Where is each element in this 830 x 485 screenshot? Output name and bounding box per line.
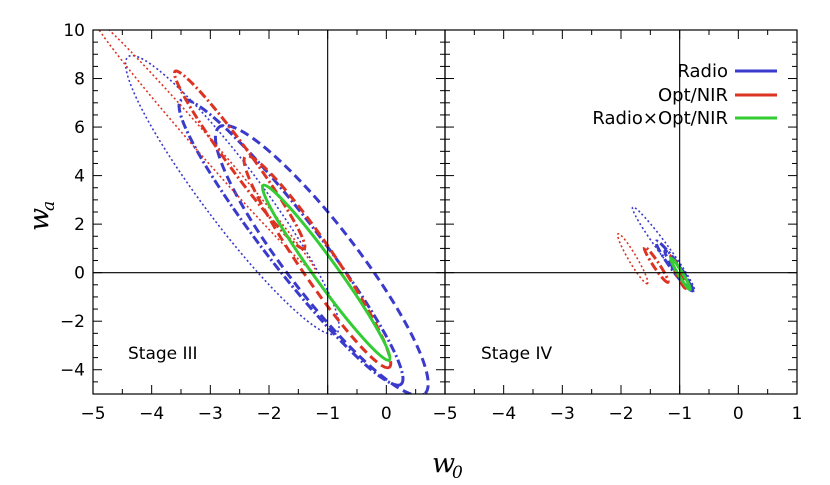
x-axis-label-subscript: 0 bbox=[452, 463, 463, 483]
panel-stage-iii: −5 −4 −3 −2 −1 0 −4 −2 0 2 4 6 8 10 Stage III bbox=[60, 21, 446, 424]
contour-stage-iii-radio-68pct bbox=[213, 123, 430, 394]
legend-label-combined: Radio×Opt/NIR bbox=[592, 108, 728, 129]
stage-iv-frame bbox=[444, 29, 798, 395]
stage-iii-fiducial-lines bbox=[93, 30, 445, 394]
contour-stage-iii-radio-opt-nir-68pct bbox=[260, 183, 392, 362]
y-tick-label: −4 bbox=[60, 361, 85, 381]
x-tick-label: 0 bbox=[381, 404, 392, 424]
stage-iv-fiducial-lines bbox=[445, 30, 797, 394]
contour-stage-iii-radio-99pct bbox=[124, 54, 340, 336]
contour-stage-iv-opt-nir-99pct bbox=[616, 232, 649, 285]
y-tick-label: 0 bbox=[74, 264, 85, 284]
x-axis-label: w bbox=[432, 448, 455, 479]
y-tick-label: 2 bbox=[74, 215, 85, 235]
x-tick-label: −5 bbox=[432, 404, 457, 424]
stage-iv-contours bbox=[616, 206, 696, 293]
contour-stage-iv-radio-99pct bbox=[631, 206, 696, 292]
x-tick-label: 0 bbox=[733, 404, 744, 424]
panel-stage-iv: −5 −4 −3 −2 −1 0 1 Stage IV bbox=[432, 29, 803, 424]
contour-stage-iii-opt-nir-95pct bbox=[172, 69, 307, 251]
x-tick-label: −4 bbox=[139, 404, 164, 424]
legend-label-radio: Radio bbox=[677, 61, 728, 82]
x-tick-label: −4 bbox=[491, 404, 516, 424]
x-tick-label: −1 bbox=[315, 404, 340, 424]
y-tick-label: −2 bbox=[60, 312, 85, 332]
stage-iv-ticks: −5 −4 −3 −2 −1 0 1 bbox=[432, 29, 803, 424]
x-tick-label: −2 bbox=[256, 404, 281, 424]
x-tick-label: −2 bbox=[608, 404, 633, 424]
contour-stage-iv-opt-nir-95pct bbox=[642, 245, 670, 284]
y-axis-label: w bbox=[24, 208, 55, 231]
x-tick-label: 1 bbox=[792, 404, 803, 424]
y-tick-label: 4 bbox=[74, 167, 85, 187]
legend-label-opt-nir: Opt/NIR bbox=[658, 85, 728, 106]
stage-iii-ticks: −5 −4 −3 −2 −1 0 −4 −2 0 2 4 6 8 10 bbox=[60, 21, 446, 424]
stage-iv-label: Stage IV bbox=[481, 344, 553, 364]
x-tick-label: −3 bbox=[198, 404, 223, 424]
contour-stage-iii-radio-95pct bbox=[177, 97, 405, 387]
stage-iii-contours bbox=[93, 30, 430, 394]
y-axis-label-subscript: a bbox=[39, 201, 59, 211]
x-tick-label: −3 bbox=[550, 404, 575, 424]
x-tick-label: −5 bbox=[80, 404, 105, 424]
contour-stage-iv-radio-95pct bbox=[654, 239, 695, 293]
stage-iii-frame bbox=[92, 29, 446, 395]
y-axis-title: w a bbox=[24, 201, 59, 231]
stage-iii-label: Stage III bbox=[128, 344, 198, 364]
x-tick-label: −1 bbox=[667, 404, 692, 424]
y-tick-label: 10 bbox=[63, 21, 85, 41]
legend: Radio Opt/NIR Radio×Opt/NIR bbox=[592, 61, 777, 129]
x-axis-title: w 0 bbox=[432, 448, 463, 483]
contour-stage-iii-opt-nir-68pct bbox=[242, 154, 393, 370]
y-tick-label: 8 bbox=[74, 70, 85, 90]
y-tick-label: 6 bbox=[74, 118, 85, 138]
